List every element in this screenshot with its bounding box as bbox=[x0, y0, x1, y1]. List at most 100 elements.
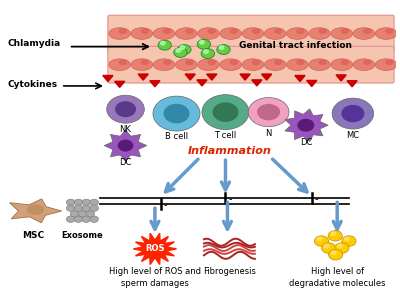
Text: Genital tract infection: Genital tract infection bbox=[239, 41, 352, 50]
Polygon shape bbox=[347, 81, 357, 87]
Circle shape bbox=[317, 237, 322, 241]
Ellipse shape bbox=[275, 29, 282, 33]
Ellipse shape bbox=[213, 103, 238, 121]
Text: -: - bbox=[315, 195, 318, 204]
Circle shape bbox=[82, 216, 91, 222]
Ellipse shape bbox=[119, 60, 126, 64]
Ellipse shape bbox=[252, 60, 260, 64]
Ellipse shape bbox=[341, 60, 348, 64]
Ellipse shape bbox=[376, 28, 397, 40]
Ellipse shape bbox=[164, 105, 189, 123]
Ellipse shape bbox=[242, 28, 264, 40]
Circle shape bbox=[66, 205, 75, 211]
Ellipse shape bbox=[164, 60, 171, 64]
Ellipse shape bbox=[309, 28, 330, 40]
Circle shape bbox=[328, 249, 343, 260]
Ellipse shape bbox=[153, 28, 175, 40]
Ellipse shape bbox=[331, 59, 352, 70]
Ellipse shape bbox=[186, 60, 193, 64]
Polygon shape bbox=[240, 74, 250, 80]
Circle shape bbox=[178, 45, 191, 54]
Circle shape bbox=[314, 236, 328, 246]
Ellipse shape bbox=[186, 29, 193, 33]
Polygon shape bbox=[133, 233, 176, 265]
Circle shape bbox=[78, 211, 87, 217]
Text: -: - bbox=[229, 195, 232, 204]
Circle shape bbox=[342, 236, 356, 246]
Circle shape bbox=[328, 230, 342, 241]
Ellipse shape bbox=[275, 60, 282, 64]
Polygon shape bbox=[207, 74, 217, 80]
Circle shape bbox=[74, 199, 83, 206]
Circle shape bbox=[324, 244, 329, 248]
Circle shape bbox=[174, 48, 187, 57]
Ellipse shape bbox=[252, 29, 260, 33]
Ellipse shape bbox=[116, 102, 135, 116]
Text: T cell: T cell bbox=[214, 131, 237, 140]
Ellipse shape bbox=[230, 29, 237, 33]
Circle shape bbox=[90, 205, 98, 211]
Ellipse shape bbox=[198, 28, 219, 40]
Circle shape bbox=[204, 50, 208, 53]
Ellipse shape bbox=[176, 59, 197, 70]
Text: High level of
degradative molecules: High level of degradative molecules bbox=[289, 267, 386, 288]
Ellipse shape bbox=[376, 59, 397, 70]
Ellipse shape bbox=[264, 107, 273, 115]
Polygon shape bbox=[262, 74, 272, 80]
Polygon shape bbox=[197, 80, 207, 86]
Text: ROS: ROS bbox=[145, 244, 165, 253]
Circle shape bbox=[180, 46, 185, 49]
Circle shape bbox=[176, 49, 181, 52]
Ellipse shape bbox=[341, 29, 348, 33]
Circle shape bbox=[90, 216, 98, 222]
Circle shape bbox=[158, 40, 171, 50]
Ellipse shape bbox=[286, 59, 308, 70]
Ellipse shape bbox=[119, 29, 126, 33]
Ellipse shape bbox=[208, 60, 215, 64]
Ellipse shape bbox=[220, 28, 242, 40]
Ellipse shape bbox=[142, 60, 148, 64]
Ellipse shape bbox=[270, 107, 279, 115]
Circle shape bbox=[86, 211, 94, 217]
Ellipse shape bbox=[297, 29, 304, 33]
Ellipse shape bbox=[220, 59, 242, 70]
Ellipse shape bbox=[230, 60, 237, 64]
Ellipse shape bbox=[208, 29, 215, 33]
Polygon shape bbox=[104, 130, 147, 161]
Circle shape bbox=[74, 216, 83, 222]
Circle shape bbox=[217, 45, 230, 54]
Text: -: - bbox=[164, 200, 168, 210]
Circle shape bbox=[66, 216, 75, 222]
Polygon shape bbox=[10, 199, 62, 223]
Ellipse shape bbox=[286, 28, 308, 40]
Ellipse shape bbox=[248, 98, 289, 127]
Text: MSC: MSC bbox=[22, 231, 44, 241]
Circle shape bbox=[90, 199, 98, 206]
Ellipse shape bbox=[118, 140, 133, 151]
Ellipse shape bbox=[264, 59, 286, 70]
Ellipse shape bbox=[107, 95, 144, 123]
Polygon shape bbox=[252, 80, 262, 86]
Ellipse shape bbox=[258, 107, 267, 115]
Ellipse shape bbox=[353, 28, 375, 40]
Ellipse shape bbox=[298, 119, 314, 131]
Polygon shape bbox=[185, 74, 195, 80]
Polygon shape bbox=[295, 75, 305, 82]
Text: Chlamydia: Chlamydia bbox=[8, 39, 61, 48]
Text: DC: DC bbox=[300, 138, 312, 147]
Polygon shape bbox=[285, 109, 328, 142]
Text: Inflammation: Inflammation bbox=[188, 146, 271, 157]
Circle shape bbox=[338, 244, 342, 248]
Circle shape bbox=[322, 243, 336, 253]
Text: Exosome: Exosome bbox=[62, 231, 103, 241]
Circle shape bbox=[331, 232, 336, 236]
Ellipse shape bbox=[109, 28, 130, 40]
Circle shape bbox=[74, 205, 83, 211]
Text: N: N bbox=[266, 129, 272, 138]
Ellipse shape bbox=[309, 59, 330, 70]
FancyBboxPatch shape bbox=[108, 46, 394, 83]
Text: Cytokines: Cytokines bbox=[8, 80, 58, 89]
Circle shape bbox=[197, 40, 210, 49]
Text: MC: MC bbox=[346, 131, 360, 140]
Circle shape bbox=[82, 205, 91, 211]
